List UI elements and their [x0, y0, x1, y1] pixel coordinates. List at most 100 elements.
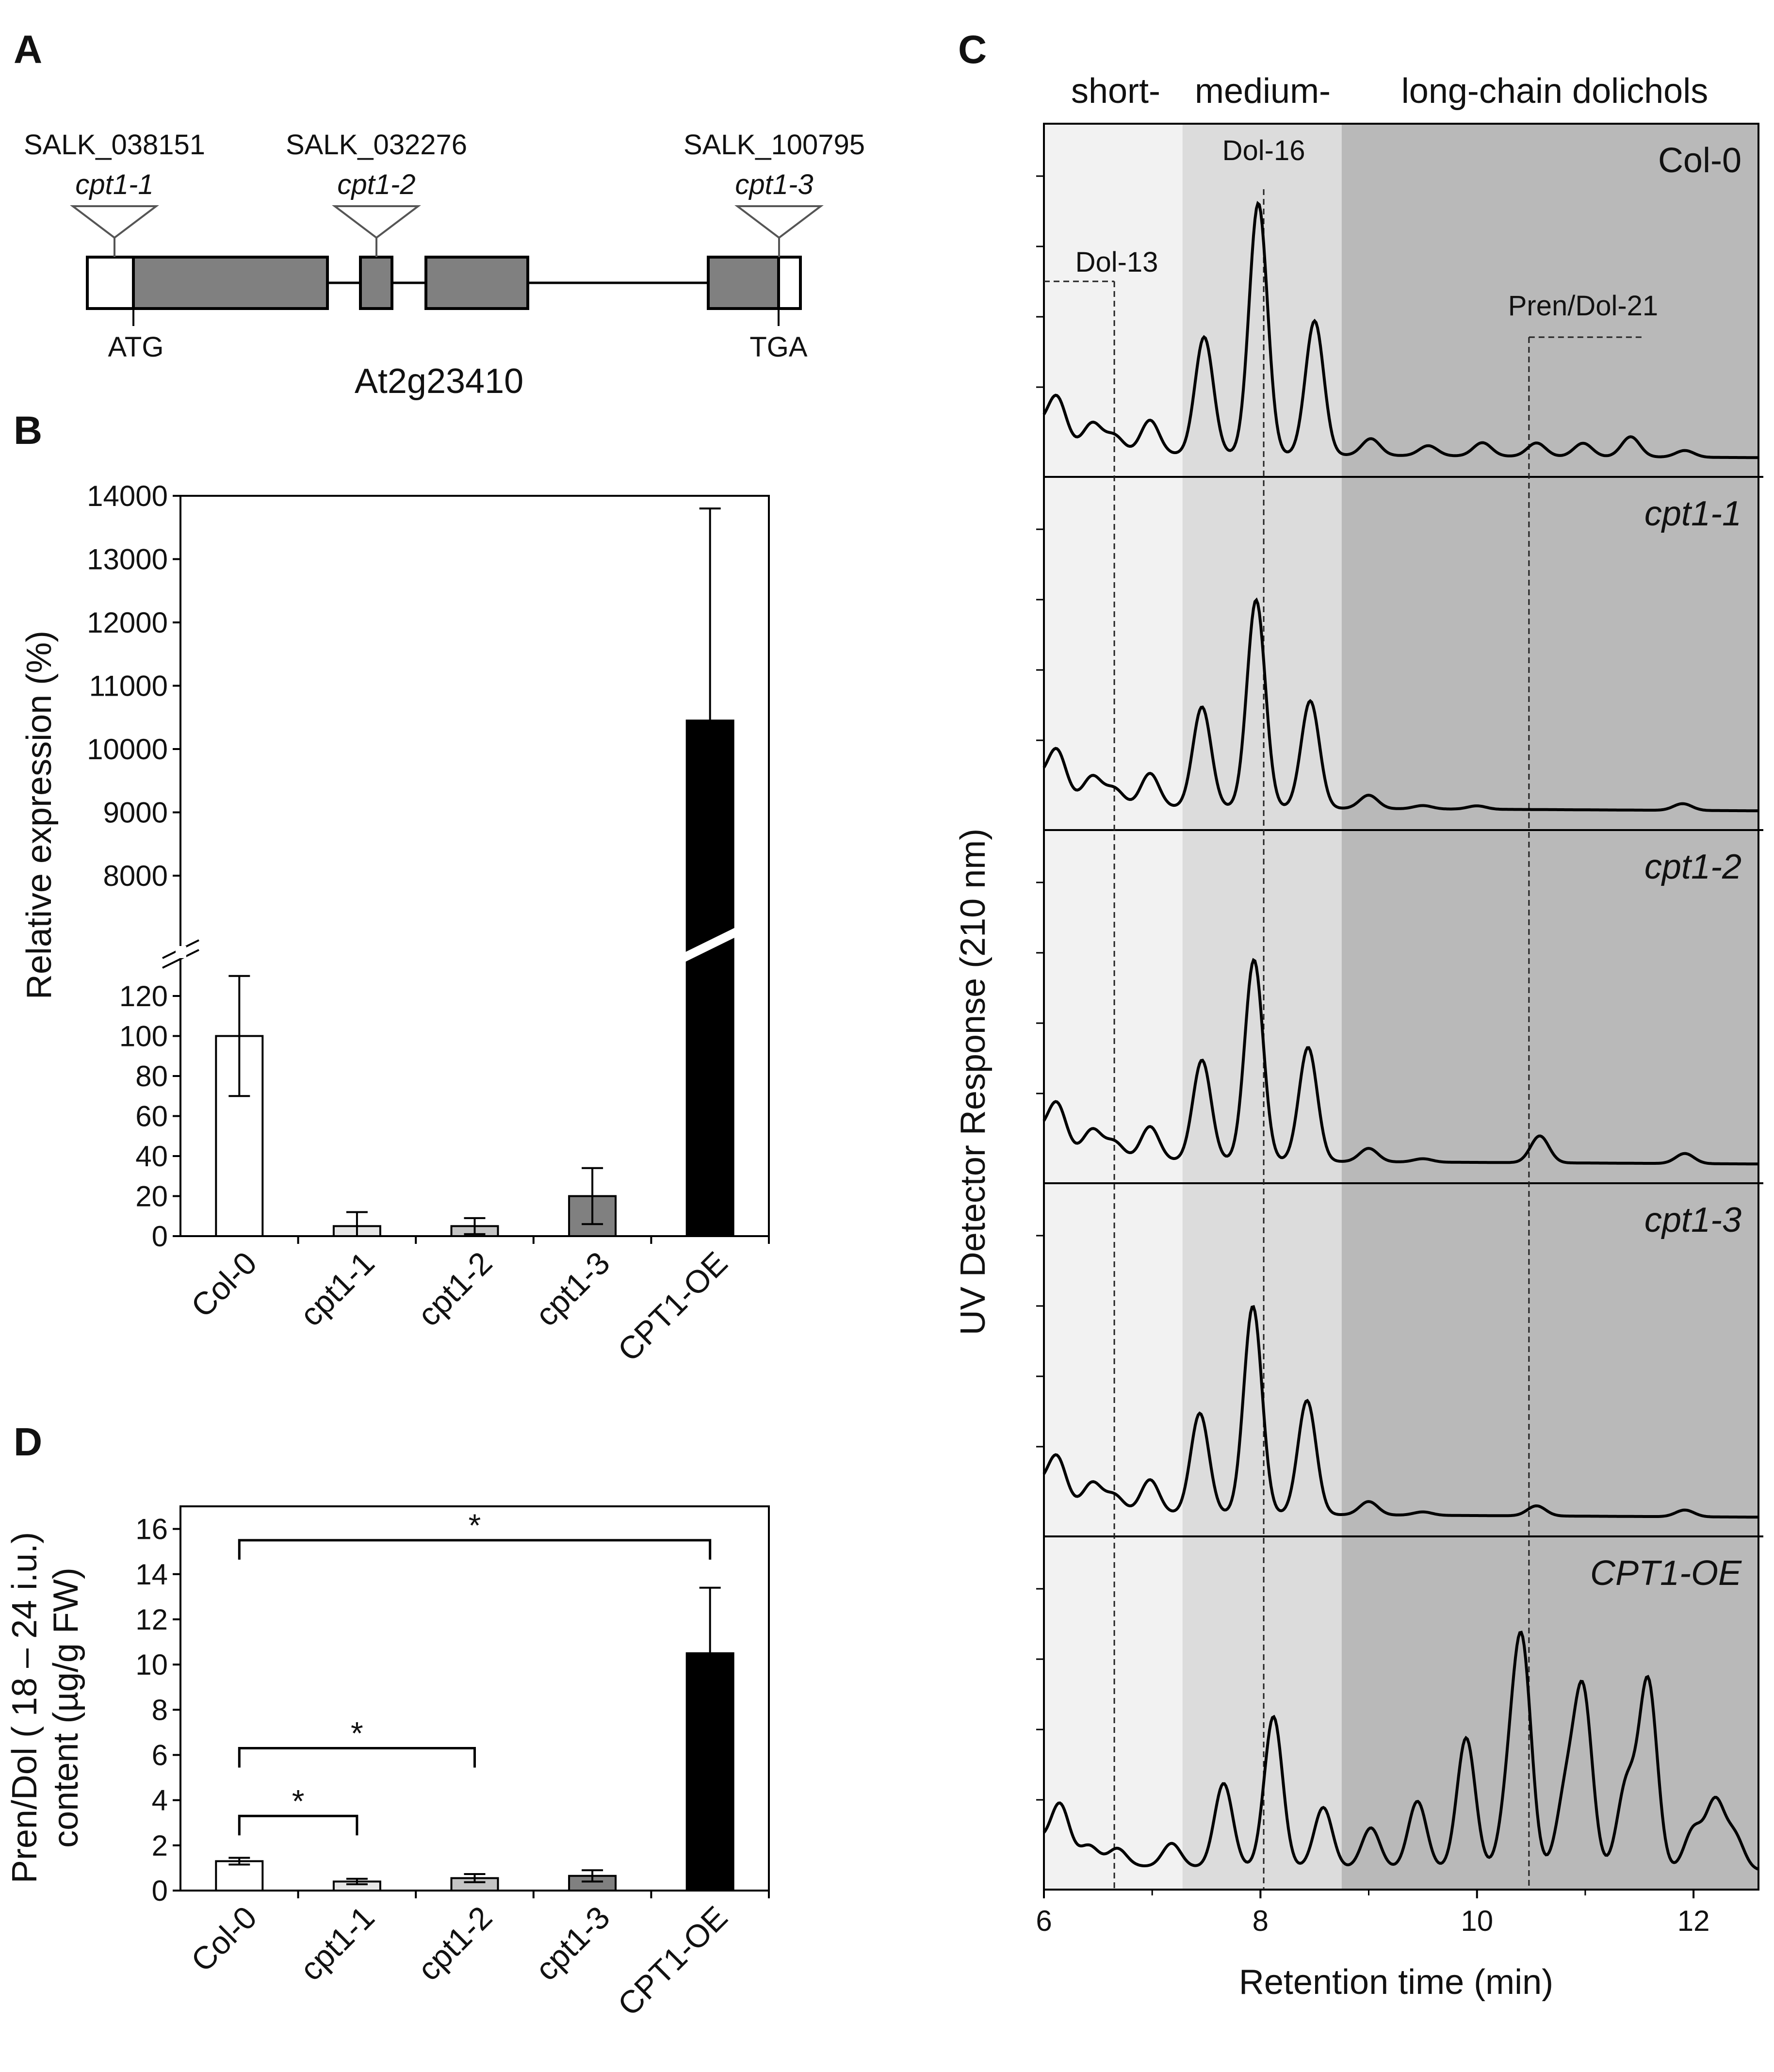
c-trace-line — [1042, 1305, 1758, 1519]
b-y-tick-label: 120 — [119, 980, 168, 1012]
c-x-tick-label: 10 — [1461, 1905, 1493, 1937]
panel-a-letter: A — [14, 28, 42, 72]
c-x-tick-label: 8 — [1253, 1905, 1269, 1937]
short-chain-label: short- — [1071, 72, 1160, 111]
t-dna-insertion-2 — [332, 205, 421, 239]
b-y-tick-label: 12000 — [87, 606, 168, 639]
d-significance-star: * — [292, 1783, 305, 1819]
d-y-tick-label: 2 — [152, 1829, 168, 1862]
c-region-medium-chain — [1182, 124, 1342, 1890]
c-x-axis-label: Retention time (min) — [1239, 1963, 1553, 2002]
b-y-tick-label: 11000 — [89, 670, 168, 702]
b-axis-break-gap — [176, 946, 186, 958]
c-trace-label: cpt1-2 — [1644, 848, 1741, 886]
gene-id-label: At2g23410 — [355, 362, 523, 401]
d-y-axis-label-line2: content (µg/g FW) — [47, 1567, 85, 1848]
t-dna-insertion-1 — [70, 205, 159, 239]
c-trace-label: CPT1-OE — [1590, 1554, 1742, 1593]
c-x-tick-label: 6 — [1036, 1905, 1052, 1937]
d-significance-bracket — [238, 1814, 358, 1836]
b-y-tick-label: 14000 — [87, 480, 168, 512]
b-y-tick-label: 20 — [135, 1180, 168, 1213]
allele-label-2: cpt1-2 — [337, 169, 415, 200]
d-y-tick-label: 14 — [135, 1558, 168, 1591]
c-plot-frame — [1043, 123, 1759, 1891]
b-category-label: cpt1-3 — [528, 1245, 617, 1333]
c-trace-line — [1042, 201, 1758, 459]
exon-2 — [359, 256, 393, 310]
utr-3prime — [777, 256, 802, 310]
stop-codon-label: TGA — [749, 331, 808, 363]
c-pren21-label: Pren/Dol-21 — [1508, 290, 1658, 322]
c-region-long-chain — [1341, 124, 1758, 1890]
exon-4 — [707, 256, 780, 310]
utr-5prime — [86, 256, 135, 310]
b-y-tick-label: 8000 — [103, 860, 168, 892]
expression-bar-chart: Relative expression (%) 0 20 40 60 80 100 120 8… — [20, 480, 770, 1369]
b-category-label: CPT1-OE — [611, 1245, 734, 1369]
panel-b-letter: B — [14, 408, 42, 453]
b-y-tick-label: 9000 — [103, 797, 168, 829]
long-chain-label: long-chain dolichols — [1401, 72, 1708, 111]
c-y-axis-label: UV Detector Response (210 nm) — [954, 829, 993, 1335]
b-y-tick-label: 13000 — [87, 543, 168, 576]
b-y-tick-label: 0 — [152, 1220, 168, 1253]
start-codon-label: ATG — [108, 331, 164, 363]
exon-3 — [424, 256, 529, 310]
c-trace-label: cpt1-1 — [1644, 494, 1741, 533]
hplc-chromatograms: short- medium- long-chain dolichols UV D… — [954, 72, 1763, 2002]
b-category-label: cpt1-2 — [410, 1245, 499, 1333]
b-category-label: Col-0 — [184, 1245, 263, 1324]
medium-chain-label: medium- — [1195, 72, 1331, 111]
salk-line-3: SALK_100795 — [684, 129, 865, 161]
c-dol16-label: Dol-16 — [1222, 135, 1305, 166]
b-bar-break — [681, 927, 739, 963]
d-y-tick-label: 6 — [152, 1739, 168, 1771]
d-significance-star: * — [469, 1507, 481, 1543]
d-y-tick-label: 12 — [135, 1603, 168, 1636]
salk-line-1: SALK_038151 — [24, 129, 205, 161]
d-category-label: cpt1-2 — [410, 1899, 499, 1988]
b-bar — [685, 719, 734, 1237]
b-y-tick-label: 80 — [135, 1060, 168, 1093]
c-trace-line — [1042, 1631, 1759, 1871]
b-y-tick-label: 60 — [135, 1100, 168, 1133]
allele-label-1: cpt1-1 — [75, 169, 153, 200]
d-category-label: cpt1-3 — [528, 1899, 617, 1988]
d-category-label: CPT1-OE — [611, 1899, 734, 2023]
t-dna-insertion-3 — [734, 205, 824, 239]
panel-c-letter: C — [958, 28, 987, 72]
d-y-tick-label: 4 — [152, 1784, 168, 1817]
d-y-axis-label-line1: Pren/Dol ( 18 – 24 i.u.) — [5, 1532, 44, 1883]
d-bar — [215, 1860, 264, 1892]
d-y-tick-label: 16 — [135, 1513, 168, 1546]
d-significance-bracket — [238, 1746, 476, 1768]
b-y-tick-label: 10000 — [87, 733, 168, 766]
panel-d-letter: D — [14, 1420, 42, 1464]
b-y-axis-label: Relative expression (%) — [20, 631, 59, 999]
d-category-label: Col-0 — [184, 1899, 263, 1979]
c-trace-label: cpt1-3 — [1644, 1201, 1741, 1240]
gene-structure-diagram: SALK_038151 cpt1-1 SALK_032276 cpt1-2 SA… — [24, 129, 865, 401]
c-region-short-chain — [1044, 124, 1183, 1890]
c-trace-line — [1042, 597, 1758, 813]
d-category-label: cpt1-1 — [293, 1899, 381, 1988]
d-significance-bracket — [238, 1539, 712, 1560]
c-trace-line — [1042, 958, 1758, 1166]
prenol-content-bar-chart: Pren/Dol ( 18 – 24 i.u.) content (µg/g F… — [5, 1505, 770, 2023]
c-dol13-label: Dol-13 — [1075, 246, 1158, 278]
d-y-tick-label: 8 — [152, 1694, 168, 1726]
b-y-tick-label: 40 — [135, 1140, 168, 1173]
d-plot-frame — [179, 1505, 770, 1892]
d-significance-star: * — [351, 1715, 363, 1751]
d-y-tick-label: 10 — [135, 1648, 168, 1681]
b-y-tick-label: 100 — [119, 1020, 168, 1053]
c-trace-label: Col-0 — [1658, 141, 1741, 180]
c-x-tick-label: 12 — [1677, 1905, 1710, 1937]
d-y-tick-label: 0 — [152, 1875, 168, 1907]
allele-label-3: cpt1-3 — [735, 169, 813, 200]
b-plot-frame — [179, 495, 770, 1237]
b-axis-break-mark-2 — [162, 949, 199, 969]
exon-1 — [132, 256, 329, 310]
